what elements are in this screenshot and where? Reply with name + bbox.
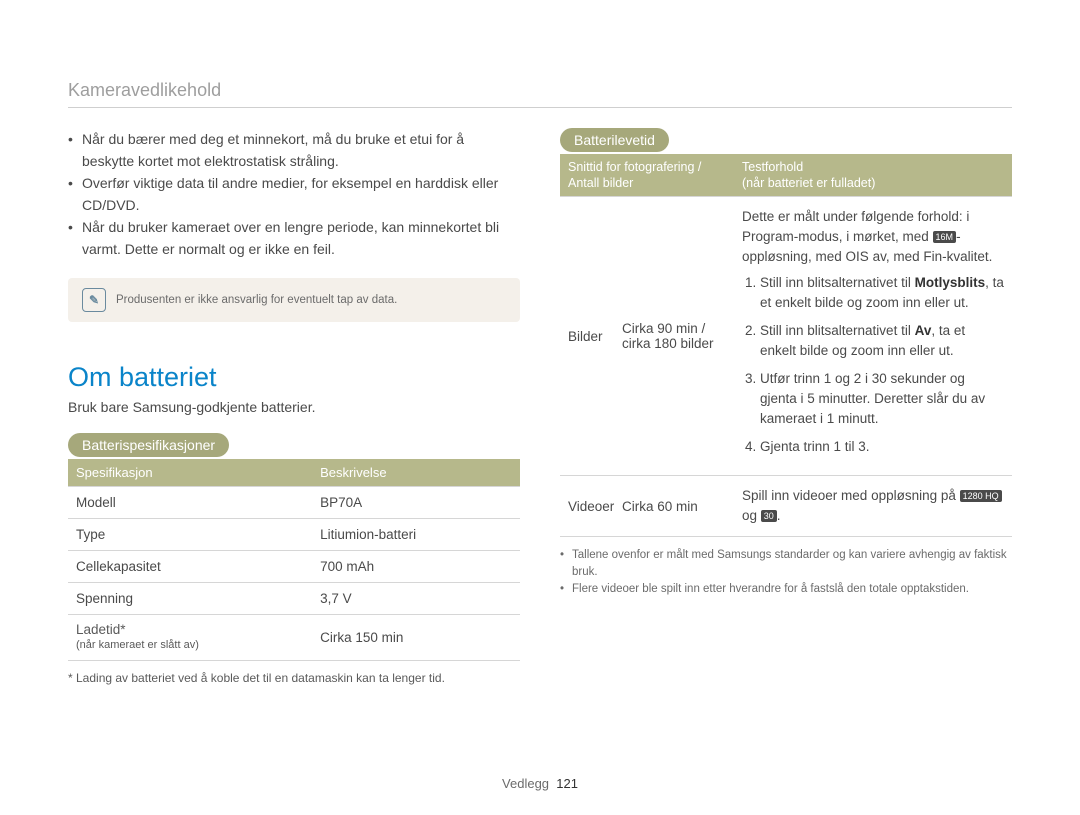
spec-label: Type [68, 519, 312, 551]
spec-value: 700 mAh [312, 551, 520, 583]
cond-step: Still inn blitsalternativet til Av, ta e… [760, 321, 1004, 361]
table-row: Cellekapasitet 700 mAh [68, 551, 520, 583]
right-column: Batterilevetid Snittid for fotografering… [560, 128, 1012, 685]
two-column-layout: Når du bærer med deg et minnekort, må du… [68, 128, 1012, 685]
table-row: Bilder Cirka 90 min / cirka 180 bilder D… [560, 197, 1012, 476]
bullet-item: Overfør viktige data til andre medier, f… [68, 172, 520, 216]
page-footer: Vedlegg 121 [0, 776, 1080, 791]
life-row-time: Cirka 60 min [614, 476, 734, 537]
cond-step: Gjenta trinn 1 til 3. [760, 437, 1004, 457]
spec-label: Spenning [68, 583, 312, 615]
note-box: ✎ Produsenten er ikke ansvarlig for even… [68, 278, 520, 322]
left-column: Når du bærer med deg et minnekort, må du… [68, 128, 520, 685]
spec-label-note: (når kameraet er slått av) [76, 639, 199, 651]
cond-text: Spill inn videoer med oppløsning på [742, 488, 960, 503]
table-row: Type Litiumion-batteri [68, 519, 520, 551]
table-row: Ladetid* (når kameraet er slått av) Cirk… [68, 615, 520, 661]
table-row: Snittid for fotografering / Antall bilde… [560, 154, 1012, 197]
cond-step: Still inn blitsalternativet til Motlysbl… [760, 273, 1004, 313]
section-subline: Bruk bare Samsung-godkjente batterier. [68, 399, 520, 415]
table-row: Videoer Cirka 60 min Spill inn videoer m… [560, 476, 1012, 537]
resolution-icon: 16M [933, 231, 957, 243]
th-line: Snittid for fotografering / [568, 160, 701, 174]
life-row-conditions: Dette er målt under følgende forhold: i … [734, 197, 1012, 476]
table-header: Spesifikasjon [68, 459, 312, 487]
spec-label-main: Ladetid* [76, 622, 126, 637]
spec-label: Ladetid* (når kameraet er slått av) [68, 615, 312, 661]
spec-footnote: * Lading av batteriet ved å koble det ti… [68, 671, 520, 685]
bullet-item: Når du bruker kameraet over en lengre pe… [68, 216, 520, 260]
table-header: Beskrivelse [312, 459, 520, 487]
section-heading: Om batteriet [68, 362, 520, 393]
footnote-item: Flere videoer ble spilt inn etter hveran… [560, 581, 1012, 598]
spec-value: Cirka 150 min [312, 615, 520, 661]
bullet-list: Når du bærer med deg et minnekort, må du… [68, 128, 520, 260]
table-header: Testforhold (når batteriet er fulladet) [734, 154, 1012, 197]
spec-value: BP70A [312, 487, 520, 519]
table-row: Spenning 3,7 V [68, 583, 520, 615]
cond-step: Utfør trinn 1 og 2 i 30 sekunder og gjen… [760, 369, 1004, 429]
subsection-pill-spec: Batterispesifikasjoner [68, 433, 229, 457]
page-number: 121 [556, 776, 578, 791]
spec-label: Modell [68, 487, 312, 519]
table-row: Modell BP70A [68, 487, 520, 519]
bullet-item: Når du bærer med deg et minnekort, må du… [68, 128, 520, 172]
table-header: Snittid for fotografering / Antall bilde… [560, 154, 734, 197]
spec-table: Spesifikasjon Beskrivelse Modell BP70A T… [68, 459, 520, 661]
spec-label: Cellekapasitet [68, 551, 312, 583]
life-row-label: Bilder [560, 197, 614, 476]
th-line: (når batteriet er fulladet) [742, 176, 875, 190]
page-title: Kameravedlikehold [68, 80, 1012, 108]
th-line: Testforhold [742, 160, 803, 174]
footer-label: Vedlegg [502, 776, 549, 791]
spec-value: 3,7 V [312, 583, 520, 615]
quality-icon: 1280 HQ [960, 490, 1002, 502]
life-row-conditions: Spill inn videoer med oppløsning på 1280… [734, 476, 1012, 537]
footnote-item: Tallene ovenfor er målt med Samsungs sta… [560, 547, 1012, 581]
page: Kameravedlikehold Når du bærer med deg e… [0, 0, 1080, 815]
life-row-label: Videoer [560, 476, 614, 537]
th-line: Antall bilder [568, 176, 633, 190]
subsection-pill-life: Batterilevetid [560, 128, 669, 152]
note-icon: ✎ [82, 288, 106, 312]
battery-life-table: Snittid for fotografering / Antall bilde… [560, 154, 1012, 537]
cond-text: og [742, 508, 761, 523]
cond-text: . [777, 508, 781, 523]
table-row: Spesifikasjon Beskrivelse [68, 459, 520, 487]
footnote-bullets: Tallene ovenfor er målt med Samsungs sta… [560, 547, 1012, 598]
fps-icon: 30 [761, 510, 777, 522]
life-row-time: Cirka 90 min / cirka 180 bilder [614, 197, 734, 476]
spec-value: Litiumion-batteri [312, 519, 520, 551]
note-text: Produsenten er ikke ansvarlig for eventu… [116, 294, 397, 306]
cond-steps: Still inn blitsalternativet til Motlysbl… [742, 273, 1004, 457]
